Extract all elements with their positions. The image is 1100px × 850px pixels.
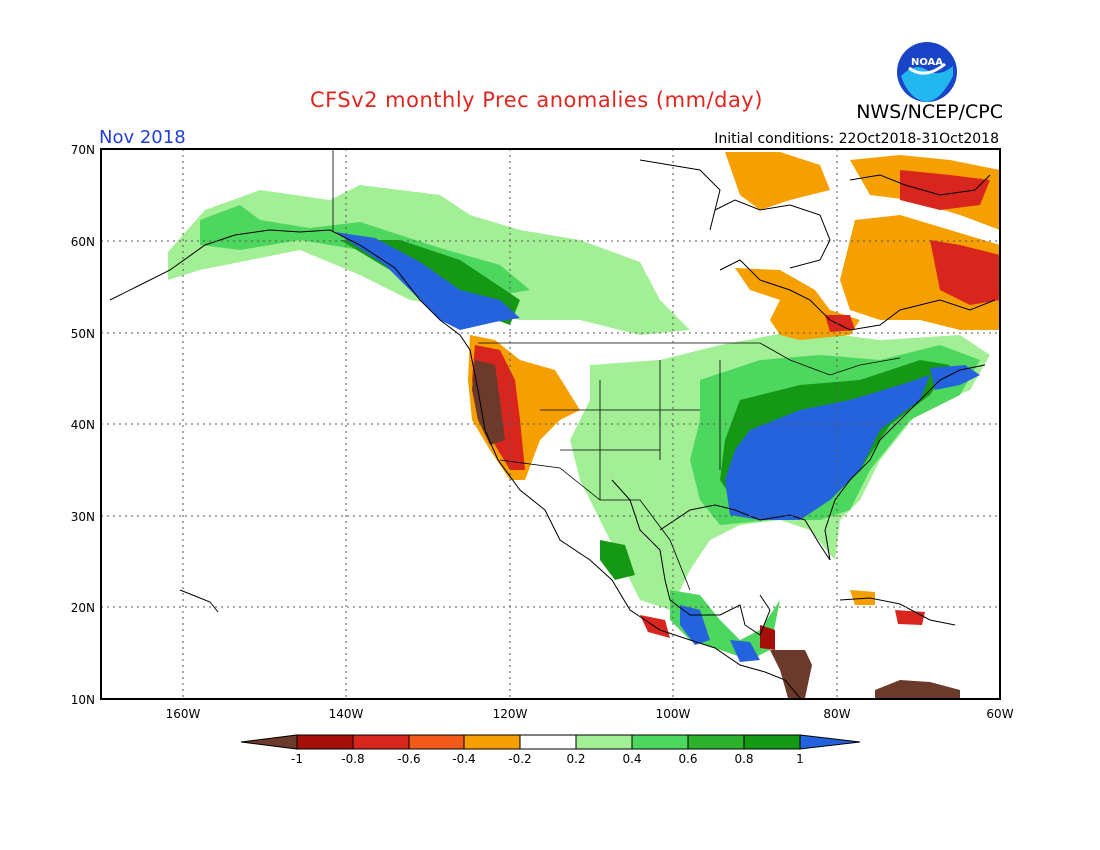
- anomaly-region: [840, 215, 1000, 330]
- legend-swatch: [575, 734, 633, 750]
- coastline: [659, 364, 986, 561]
- initial-conditions: Initial conditions: 22Oct2018-31Oct2018: [714, 131, 999, 147]
- legend-swatch: [687, 734, 745, 750]
- coastline: [839, 597, 956, 626]
- legend-swatch: [519, 734, 577, 750]
- anomaly-fields: [168, 152, 1000, 699]
- coastline: [109, 229, 801, 699]
- legend-label: 0.2: [566, 752, 585, 766]
- anomaly-region: [825, 315, 855, 332]
- latitude-labels: 70N 60N 50N 40N 30N 20N 10N: [71, 143, 95, 707]
- agency-label: NWS/NCEP/CPC: [856, 101, 1003, 123]
- legend-swatch: [463, 734, 521, 750]
- legend-labels: -1 -0.8 -0.6 -0.4 -0.2 0.2 0.4 0.6 0.8 1: [291, 752, 804, 766]
- border: [540, 360, 721, 500]
- coastline: [714, 199, 831, 269]
- anomaly-region: [760, 625, 775, 650]
- coastline: [179, 589, 219, 613]
- anomaly-region: [895, 610, 925, 625]
- anomaly-region: [725, 152, 830, 210]
- coastline: [719, 259, 996, 331]
- legend-label: 0.6: [678, 752, 697, 766]
- legend-label: 1: [796, 752, 804, 766]
- legend-label: 0.8: [734, 752, 753, 766]
- logo-text: NOAA: [911, 57, 943, 68]
- grid-lines: [101, 149, 1000, 699]
- anomaly-region: [930, 240, 1000, 305]
- lat-label: 50N: [71, 327, 95, 341]
- coastline: [611, 479, 771, 636]
- anomaly-region: [850, 590, 875, 605]
- map-title: CFSv2 monthly Prec anomalies (mm/day): [310, 88, 763, 112]
- legend-swatch: [408, 734, 465, 750]
- legend-swatch: [799, 734, 861, 750]
- legend-label: -0.2: [508, 752, 531, 766]
- lat-label: 70N: [71, 143, 95, 157]
- lon-label: 140W: [329, 707, 364, 721]
- lat-label: 10N: [71, 693, 95, 707]
- anomaly-region: [930, 365, 980, 390]
- legend-swatch: [240, 734, 298, 750]
- longitude-labels: 160W 140W 120W 100W 80W 60W: [166, 707, 1014, 721]
- lat-label: 30N: [71, 510, 95, 524]
- legend-swatch: [296, 734, 354, 750]
- anomaly-region: [875, 680, 960, 699]
- legend-swatch: [743, 734, 801, 750]
- color-legend: [240, 734, 861, 750]
- coastline: [639, 159, 721, 231]
- border: [478, 342, 901, 376]
- noaa-logo: NOAA: [897, 42, 957, 102]
- coastline: [849, 174, 991, 196]
- lon-label: 80W: [823, 707, 850, 721]
- anomaly-region: [770, 650, 812, 698]
- political-borders: [332, 150, 901, 591]
- border: [499, 459, 691, 591]
- anomaly-region: [335, 232, 520, 330]
- lon-label: 160W: [166, 707, 201, 721]
- legend-swatch: [631, 734, 689, 750]
- legend-swatch: [352, 734, 410, 750]
- lon-label: 60W: [986, 707, 1013, 721]
- forecast-month: Nov 2018: [99, 127, 186, 148]
- legend-label: -0.8: [341, 752, 364, 766]
- lat-label: 40N: [71, 418, 95, 432]
- lon-label: 120W: [493, 707, 528, 721]
- legend-label: -0.4: [452, 752, 475, 766]
- coastlines: [109, 159, 996, 699]
- anomaly-region: [730, 640, 760, 662]
- anomaly-region: [900, 170, 990, 210]
- lon-label: 100W: [656, 707, 691, 721]
- lat-label: 20N: [71, 601, 95, 615]
- legend-label: -0.6: [397, 752, 420, 766]
- anomaly-region: [600, 540, 635, 580]
- legend-label: 0.4: [622, 752, 641, 766]
- map-frame: [100, 148, 1001, 700]
- anomaly-region: [680, 605, 710, 645]
- legend-label: -1: [291, 752, 303, 766]
- lat-label: 60N: [71, 235, 95, 249]
- anomaly-region: [725, 375, 930, 520]
